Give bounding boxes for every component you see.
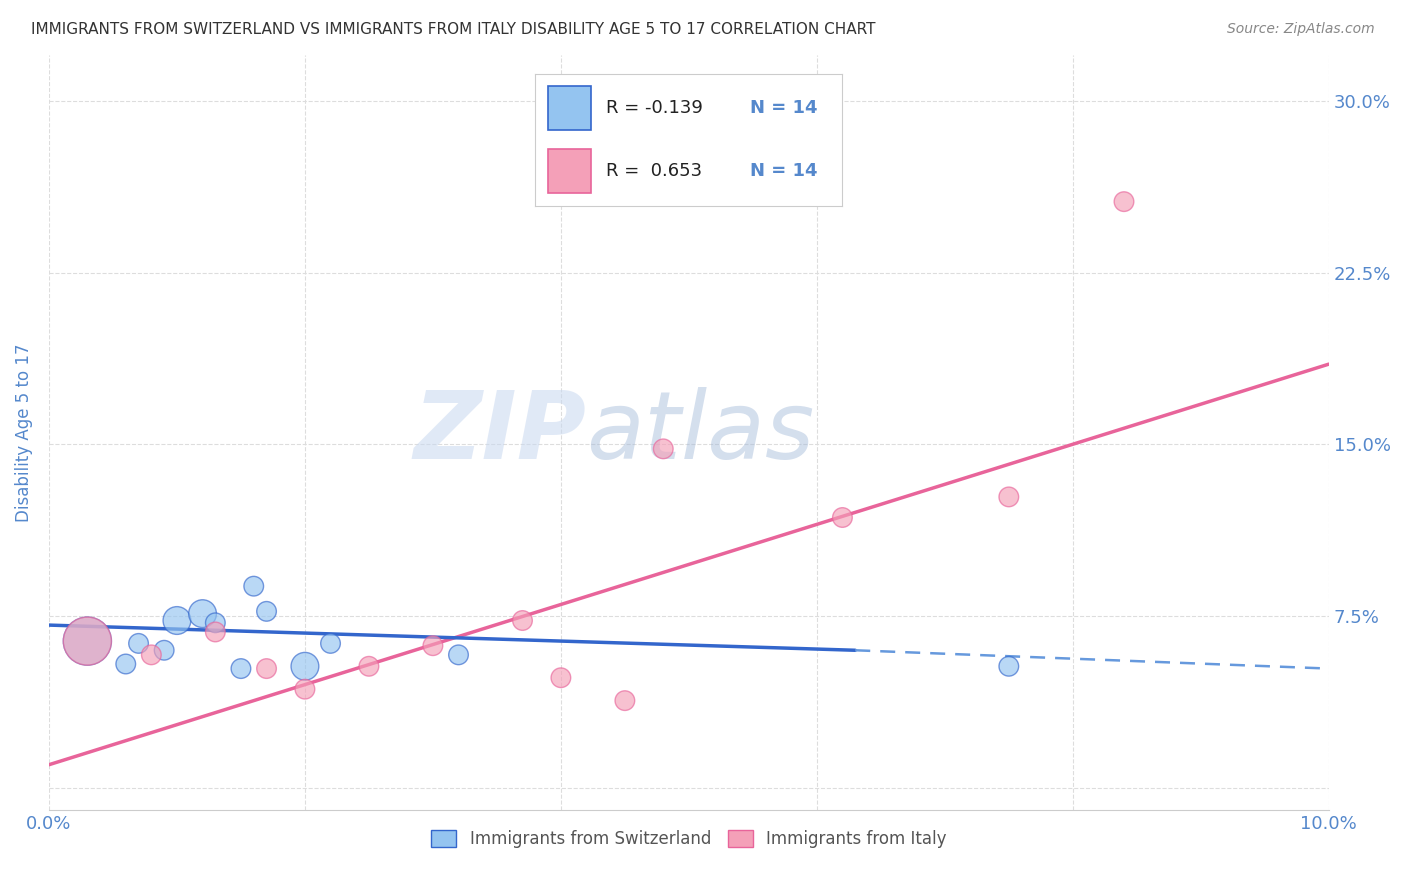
- Point: [204, 615, 226, 630]
- Point: [204, 624, 226, 639]
- Point: [998, 490, 1021, 504]
- Point: [550, 671, 572, 685]
- Text: IMMIGRANTS FROM SWITZERLAND VS IMMIGRANTS FROM ITALY DISABILITY AGE 5 TO 17 CORR: IMMIGRANTS FROM SWITZERLAND VS IMMIGRANT…: [31, 22, 876, 37]
- Point: [319, 636, 342, 650]
- Point: [294, 659, 316, 673]
- Legend: Immigrants from Switzerland, Immigrants from Italy: Immigrants from Switzerland, Immigrants …: [425, 823, 953, 855]
- Point: [229, 662, 252, 676]
- Point: [652, 442, 675, 456]
- Point: [357, 659, 380, 673]
- Point: [1112, 194, 1135, 209]
- Point: [294, 682, 316, 697]
- Point: [76, 634, 98, 648]
- Point: [831, 510, 853, 524]
- Point: [998, 659, 1021, 673]
- Point: [128, 636, 150, 650]
- Point: [166, 614, 188, 628]
- Text: Source: ZipAtlas.com: Source: ZipAtlas.com: [1227, 22, 1375, 37]
- Point: [512, 614, 534, 628]
- Point: [422, 639, 444, 653]
- Point: [153, 643, 176, 657]
- Point: [242, 579, 264, 593]
- Point: [141, 648, 163, 662]
- Point: [256, 662, 278, 676]
- Text: ZIP: ZIP: [413, 387, 586, 479]
- Point: [114, 657, 136, 671]
- Point: [613, 693, 636, 707]
- Point: [447, 648, 470, 662]
- Point: [256, 604, 278, 618]
- Point: [191, 607, 214, 621]
- Point: [76, 634, 98, 648]
- Text: atlas: atlas: [586, 387, 814, 478]
- Y-axis label: Disability Age 5 to 17: Disability Age 5 to 17: [15, 343, 32, 522]
